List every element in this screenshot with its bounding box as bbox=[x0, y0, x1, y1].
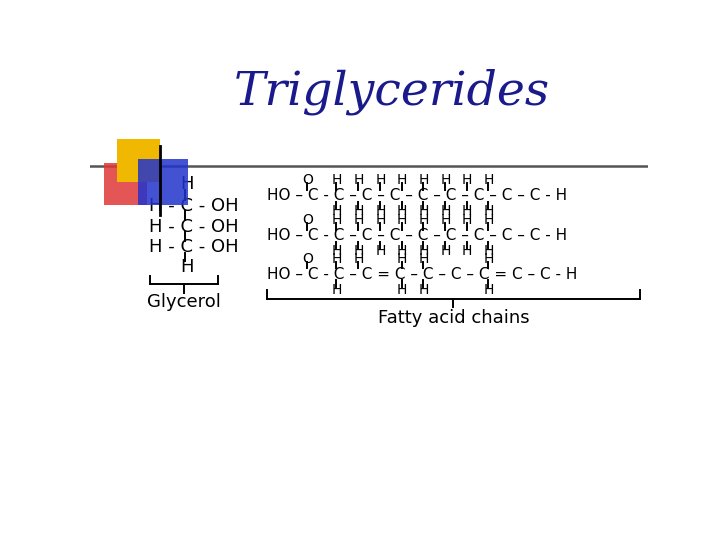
Text: H: H bbox=[462, 173, 472, 187]
Text: H: H bbox=[354, 204, 364, 218]
Text: H: H bbox=[332, 173, 342, 187]
Text: H: H bbox=[354, 252, 364, 266]
Text: H: H bbox=[354, 213, 364, 227]
Text: H: H bbox=[418, 244, 429, 258]
Text: H: H bbox=[397, 244, 408, 258]
Text: H: H bbox=[332, 204, 342, 218]
Text: H: H bbox=[418, 282, 429, 296]
Text: H: H bbox=[462, 213, 472, 227]
Bar bbox=[117, 139, 160, 182]
Text: H: H bbox=[441, 173, 451, 187]
Text: H: H bbox=[354, 244, 364, 258]
Text: H: H bbox=[418, 213, 429, 227]
Text: H: H bbox=[354, 173, 364, 187]
Text: H: H bbox=[397, 252, 408, 266]
Text: H: H bbox=[484, 204, 494, 218]
Text: O: O bbox=[302, 252, 313, 266]
Text: H: H bbox=[484, 282, 494, 296]
Text: H: H bbox=[397, 213, 408, 227]
Bar bbox=[138, 159, 189, 205]
Text: H: H bbox=[332, 252, 342, 266]
Text: H: H bbox=[397, 282, 408, 296]
Text: H: H bbox=[375, 244, 386, 258]
Text: H: H bbox=[375, 173, 386, 187]
Text: H: H bbox=[441, 244, 451, 258]
Text: H: H bbox=[397, 204, 408, 218]
Text: Fatty acid chains: Fatty acid chains bbox=[378, 309, 529, 327]
Text: H: H bbox=[180, 258, 194, 275]
Text: Glycerol: Glycerol bbox=[147, 293, 221, 311]
Text: H: H bbox=[418, 252, 429, 266]
Text: H: H bbox=[418, 173, 429, 187]
Text: H - C - OH: H - C - OH bbox=[149, 197, 238, 215]
Text: H - C - OH: H - C - OH bbox=[149, 218, 238, 235]
Text: O: O bbox=[302, 173, 313, 187]
Text: H: H bbox=[375, 213, 386, 227]
Text: H: H bbox=[332, 244, 342, 258]
Text: H: H bbox=[375, 204, 386, 218]
Text: HO – C - C – C – C – C – C – C – C – C - H: HO – C - C – C – C – C – C – C – C – C -… bbox=[266, 188, 567, 203]
Text: H: H bbox=[462, 204, 472, 218]
Text: HO – C - C – C = C – C – C – C = C – C - H: HO – C - C – C = C – C – C – C = C – C -… bbox=[266, 267, 577, 282]
Text: H: H bbox=[484, 213, 494, 227]
Text: O: O bbox=[302, 213, 313, 227]
Text: HO – C - C – C – C – C – C – C – C – C - H: HO – C - C – C – C – C – C – C – C – C -… bbox=[266, 228, 567, 243]
Text: H - C - OH: H - C - OH bbox=[149, 238, 238, 256]
Text: H: H bbox=[441, 213, 451, 227]
Text: H: H bbox=[441, 204, 451, 218]
Text: H: H bbox=[484, 244, 494, 258]
Text: Triglycerides: Triglycerides bbox=[234, 69, 550, 115]
Text: H: H bbox=[462, 244, 472, 258]
Text: H: H bbox=[332, 282, 342, 296]
Text: H: H bbox=[180, 175, 194, 193]
Text: H: H bbox=[484, 173, 494, 187]
Text: H: H bbox=[397, 173, 408, 187]
Bar bbox=[104, 163, 147, 205]
Text: H: H bbox=[418, 204, 429, 218]
Text: H: H bbox=[332, 213, 342, 227]
Text: H: H bbox=[484, 252, 494, 266]
